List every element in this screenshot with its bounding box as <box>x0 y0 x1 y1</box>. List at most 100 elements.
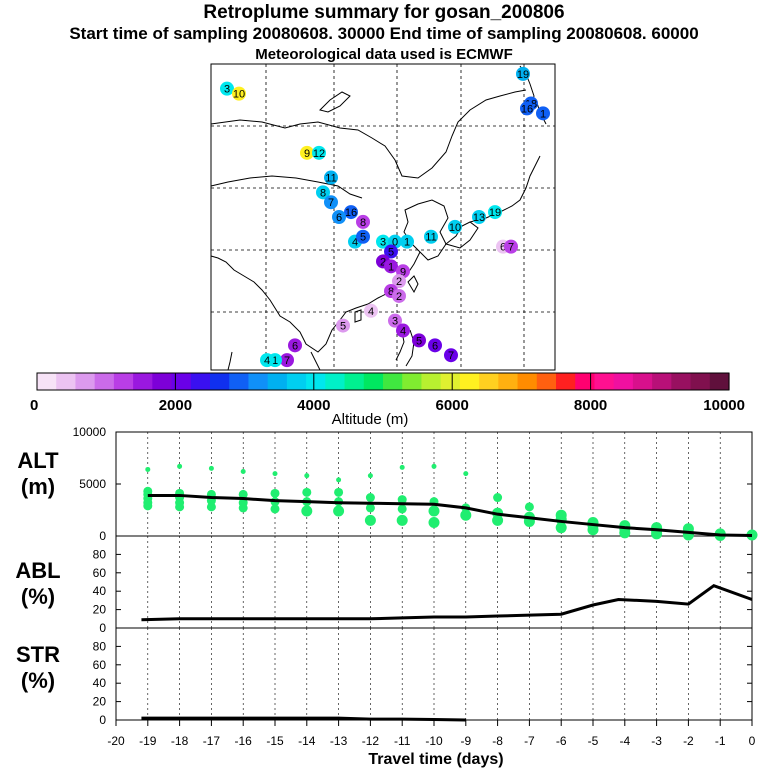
trajectory-marker <box>364 303 378 318</box>
trajectory-day-label: 3 <box>224 84 230 96</box>
trajectory-labels: 3101918161912118716684530111101319675219… <box>220 66 550 368</box>
xtick-label: -10 <box>425 734 443 748</box>
ytick-label: 80 <box>93 547 107 561</box>
meteorological-data-note: Meteorological data used is ECMWF <box>255 46 513 63</box>
trajectory-day-label: 2 <box>396 276 402 288</box>
alt-point <box>428 505 440 517</box>
trajectory-day-label: 6 <box>432 340 438 352</box>
trajectory-day-label: 1 <box>404 237 410 249</box>
colorbar-segment <box>421 373 442 390</box>
trajectory-day-label: 4 <box>352 237 358 249</box>
xtick-label: -9 <box>460 734 471 748</box>
coastline <box>210 255 341 353</box>
trajectory-marker <box>260 353 274 368</box>
trajectory-day-label: 5 <box>388 247 394 259</box>
trajectory-day-label: 1 <box>540 108 546 120</box>
trajectory-marker <box>288 338 302 353</box>
colorbar-segment <box>594 373 615 390</box>
trajectory-marker <box>472 210 486 224</box>
alt-point <box>367 473 373 479</box>
alt-point <box>524 502 534 512</box>
colorbar-segment <box>498 373 519 390</box>
alt-point <box>555 522 567 534</box>
colorbar-segment <box>113 373 134 390</box>
coastline <box>210 89 527 179</box>
alt-point <box>619 527 631 539</box>
alt-point <box>336 477 342 483</box>
colorbar-tick-label: 4000 <box>297 397 330 414</box>
colorbar-segment <box>94 373 115 390</box>
xtick-label: -4 <box>619 734 630 748</box>
alt-point <box>270 488 280 498</box>
trajectory-marker <box>396 323 410 338</box>
trajectory-day-label: 6 <box>336 212 342 224</box>
trajectory-marker <box>388 313 402 328</box>
colorbar-segment <box>363 373 384 390</box>
alt-point <box>493 493 503 503</box>
colorbar-segment <box>575 373 596 390</box>
altitude-colorbar: 0 2000 4000 6000 8000 10000 <box>30 372 745 414</box>
colorbar-segment <box>190 373 211 390</box>
trajectory-day-label: 7 <box>284 355 290 367</box>
xtick-label: -1 <box>715 734 726 748</box>
trajectory-day-label: 6 <box>292 340 298 352</box>
alt-point <box>177 463 183 469</box>
xtick-label: -6 <box>556 734 567 748</box>
alt-point <box>334 487 344 497</box>
trajectory-day-label: 4 <box>368 306 374 318</box>
alt-point <box>364 514 376 526</box>
alt-point <box>587 524 599 536</box>
trajectory-day-label: 2 <box>380 256 386 268</box>
ytick-label: 80 <box>93 639 107 653</box>
colorbar-tick-label: 10000 <box>703 397 745 414</box>
colorbar-tick-label: 2000 <box>159 397 192 414</box>
trajectory-marker <box>232 86 246 101</box>
colorbar-segment <box>267 373 288 390</box>
trajectory-marker <box>536 106 550 121</box>
trajectory-day-label: 7 <box>448 350 454 362</box>
alt-point <box>206 502 216 512</box>
panel-ylabel: ALT <box>17 448 59 473</box>
coastline <box>444 221 479 249</box>
panel-ylabel-unit: (%) <box>21 668 55 693</box>
colorbar-tick-label: 6000 <box>436 397 469 414</box>
colorbar-segment <box>325 373 346 390</box>
colorbar-segment <box>440 373 461 390</box>
alt-point <box>365 503 375 513</box>
ytick-label: 5000 <box>79 477 106 491</box>
timeseries-panels: ALT(m)1000050000ABL(%)020406080STR(%)020… <box>15 425 758 768</box>
panel-ylabel-unit: (m) <box>21 474 55 499</box>
trajectory-marker <box>392 274 406 289</box>
panel-ylabel: STR <box>16 642 60 667</box>
colorbar-segment <box>344 373 365 390</box>
ytick-label: 60 <box>93 566 107 580</box>
colorbar-segment <box>75 373 96 390</box>
trajectory-day-label: 11 <box>425 232 436 244</box>
ytick-label: 0 <box>99 621 106 635</box>
trajectory-marker <box>504 239 518 254</box>
xtick-label: -13 <box>330 734 348 748</box>
taiwan <box>407 275 419 294</box>
trajectory-day-label: 16 <box>521 103 533 115</box>
trajectory-day-label: 10 <box>449 222 461 234</box>
alt-point <box>431 463 437 469</box>
xtick-label: -19 <box>139 734 157 748</box>
alt-point <box>304 473 310 479</box>
trajectory-marker <box>400 234 414 249</box>
alt-point <box>492 514 504 526</box>
xtick-label: -8 <box>492 734 503 748</box>
ytick-label: 20 <box>93 603 107 617</box>
trajectory-day-label: 3 <box>392 316 398 328</box>
colorbar-label: Altitude (m) <box>332 411 409 428</box>
alt-point <box>333 505 345 517</box>
trajectory-marker <box>316 185 330 200</box>
xtick-label: -18 <box>171 734 189 748</box>
xtick-label: -12 <box>362 734 380 748</box>
trajectory-marker <box>424 229 438 244</box>
ytick-label: 20 <box>93 695 107 709</box>
abl-line <box>141 583 753 622</box>
trajectory-marker <box>332 210 346 224</box>
lake-baikal <box>319 91 351 113</box>
colorbar-tick-label: 0 <box>30 397 38 414</box>
trajectory-marker <box>444 348 458 363</box>
